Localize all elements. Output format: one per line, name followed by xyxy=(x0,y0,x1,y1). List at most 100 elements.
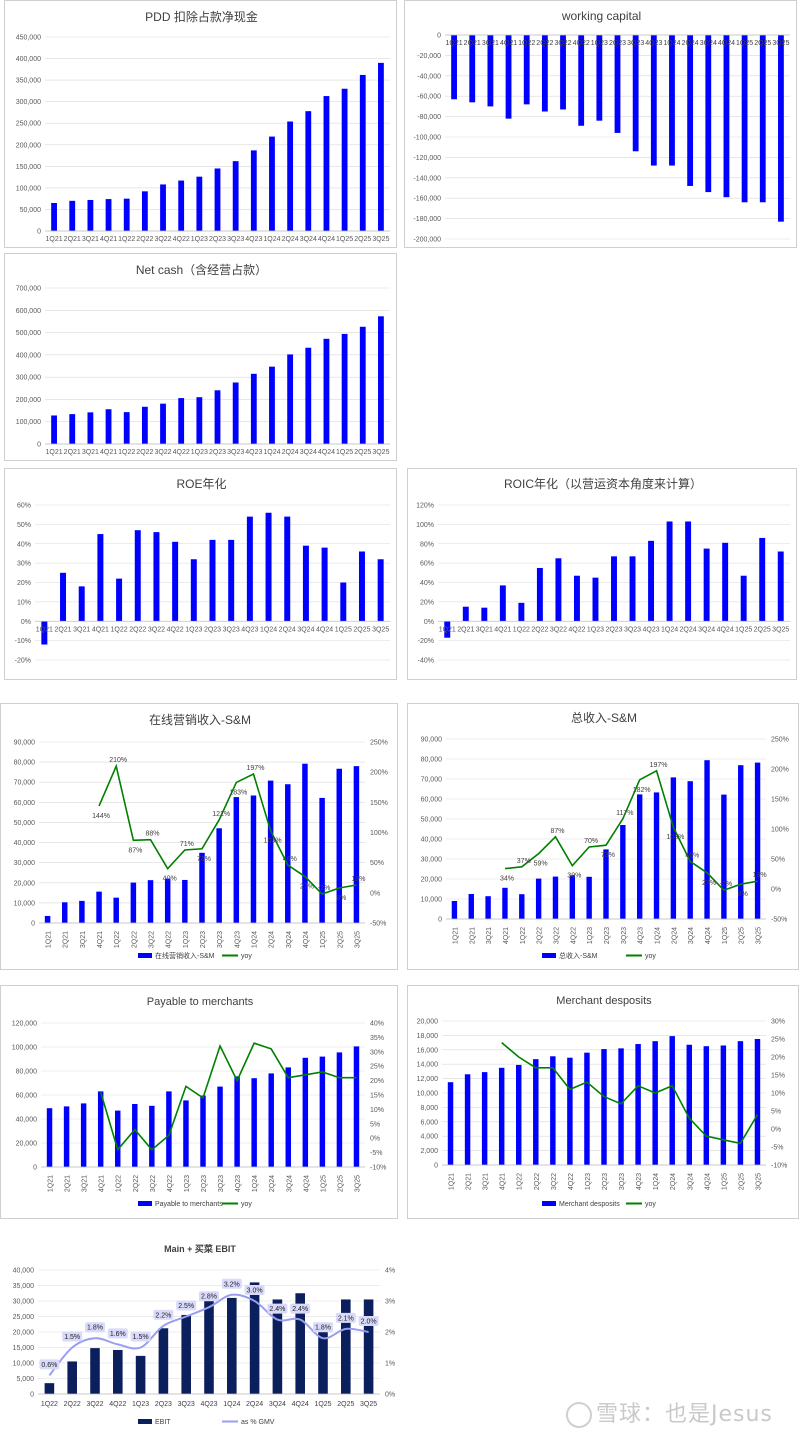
x-tick-label: 4Q22 xyxy=(166,931,173,948)
x-tick-label: 1Q22 xyxy=(114,931,121,948)
bar xyxy=(323,338,330,444)
data-label-box xyxy=(244,1285,265,1295)
legend-label: yoy xyxy=(645,1201,656,1208)
y2-tick-label: -10% xyxy=(771,1163,787,1170)
bar xyxy=(740,575,747,622)
data-label: 182% xyxy=(633,787,651,794)
bar xyxy=(653,792,660,919)
x-tick-label: 2Q25 xyxy=(354,449,371,456)
x-tick-label: 1Q22 xyxy=(118,449,135,456)
bar xyxy=(533,1059,539,1165)
bar xyxy=(341,1299,351,1394)
bar xyxy=(149,1105,155,1167)
y-tick-label: 60,000 xyxy=(421,797,443,804)
bar xyxy=(722,542,729,622)
y-tick-label: 60,000 xyxy=(14,800,36,807)
bar xyxy=(216,828,222,923)
bar xyxy=(105,199,112,231)
x-tick-label: 2Q25 xyxy=(754,626,771,633)
y-tick-label: 0% xyxy=(21,619,31,626)
data-label-box xyxy=(130,1331,151,1342)
yoy-line xyxy=(98,763,357,895)
x-tick-label: 2Q23 xyxy=(209,236,226,243)
legend-label: as % GMV xyxy=(241,1419,275,1426)
bar xyxy=(685,521,692,622)
bar xyxy=(611,556,617,622)
x-tick-label: 2Q23 xyxy=(605,626,622,633)
data-label: 3.0% xyxy=(247,1288,263,1295)
x-tick-label: 2Q21 xyxy=(65,1175,72,1192)
y2-tick-label: 10% xyxy=(771,1091,785,1098)
chart-panel-roic: ROIC年化（以营运资本角度来计算） -40% -20% 0% 20% 40% 60% 80%… xyxy=(407,468,797,680)
data-label: 37% xyxy=(517,858,531,865)
y-tick-label: 450,000 xyxy=(16,35,41,42)
x-tick-label: 4Q22 xyxy=(173,236,190,243)
y-tick-label: -20% xyxy=(418,638,434,645)
chart-panel-roe: ROE年化 -20% -10% 0% 10% 20% 30% 40% 50% 60% 1Q21 2Q2… xyxy=(4,468,397,680)
x-tick-label: 2Q24 xyxy=(670,1173,677,1190)
data-label: 46% xyxy=(283,856,297,863)
bar xyxy=(754,1039,761,1165)
bar xyxy=(96,891,102,923)
bar xyxy=(78,586,85,622)
bar xyxy=(249,1282,260,1394)
x-tick-label: 1Q21 xyxy=(36,626,53,633)
bar xyxy=(578,35,585,126)
yoy-line xyxy=(501,1041,759,1145)
x-tick-label: 1Q24 xyxy=(251,931,258,948)
y-tick-label: 10,000 xyxy=(421,897,443,904)
y-tick-label: 40,000 xyxy=(14,840,36,847)
y-tick-label: 20,000 xyxy=(417,1019,439,1026)
y2-tick-label: 25% xyxy=(771,1037,785,1044)
bar xyxy=(359,326,366,444)
x-tick-label: 4Q24 xyxy=(704,1173,711,1190)
bar xyxy=(268,1073,274,1167)
x-tick-label: 3Q24 xyxy=(297,626,314,633)
x-tick-label: 4Q21 xyxy=(503,927,510,944)
y2-tick-label: 2% xyxy=(385,1330,395,1337)
bar xyxy=(336,1052,343,1167)
y-tick-label: 10,000 xyxy=(14,900,36,907)
y2-tick-label: -50% xyxy=(771,917,787,924)
bar xyxy=(51,415,57,444)
x-tick-label: 3Q22 xyxy=(550,626,567,633)
bar xyxy=(498,1067,505,1165)
x-tick-label: 1Q24 xyxy=(260,626,277,633)
y-tick-label: -200,000 xyxy=(413,237,441,244)
bar xyxy=(284,516,291,622)
x-tick-label: 2Q22 xyxy=(136,236,153,243)
x-tick-label: 2Q22 xyxy=(536,40,553,47)
y2-tick-label: 25% xyxy=(370,1064,384,1071)
bar xyxy=(267,780,274,923)
bar xyxy=(720,1045,727,1165)
chart-title: ROE年化 xyxy=(176,477,226,491)
y-tick-label: 30,000 xyxy=(14,860,36,867)
x-tick-label: 3Q23 xyxy=(218,1175,225,1192)
y-tick-label: 80,000 xyxy=(16,1069,38,1076)
bar xyxy=(69,414,76,444)
data-label: 73% xyxy=(601,852,615,859)
x-tick-label: 2Q25 xyxy=(337,931,344,948)
y-tick-label: 0 xyxy=(33,1165,37,1172)
bar xyxy=(703,548,710,622)
x-tick-label: 3Q23 xyxy=(223,626,240,633)
bar xyxy=(703,1046,710,1165)
bar xyxy=(550,1056,556,1165)
x-tick-label: 1Q25 xyxy=(721,1173,728,1190)
bar xyxy=(196,397,203,444)
y2-tick-label: 100% xyxy=(370,830,388,837)
bar xyxy=(666,521,673,622)
bar xyxy=(113,897,119,923)
y-tick-label: 4,000 xyxy=(420,1134,438,1141)
y-tick-label: 50,000 xyxy=(14,820,36,827)
x-tick-label: 4Q21 xyxy=(92,626,109,633)
y-tick-label: 50% xyxy=(17,522,31,529)
y2-tick-label: 20% xyxy=(771,1055,785,1062)
chart-svg: ROIC年化（以营运资本角度来计算） -40% -20% 0% 20% 40% 60% 80%… xyxy=(416,476,790,665)
bar xyxy=(359,74,366,231)
x-tick-label: 2Q22 xyxy=(531,626,548,633)
x-tick-label: 2Q23 xyxy=(155,1401,172,1408)
bar xyxy=(250,373,257,444)
data-label: 2.1% xyxy=(338,1315,354,1322)
bar xyxy=(669,35,675,166)
